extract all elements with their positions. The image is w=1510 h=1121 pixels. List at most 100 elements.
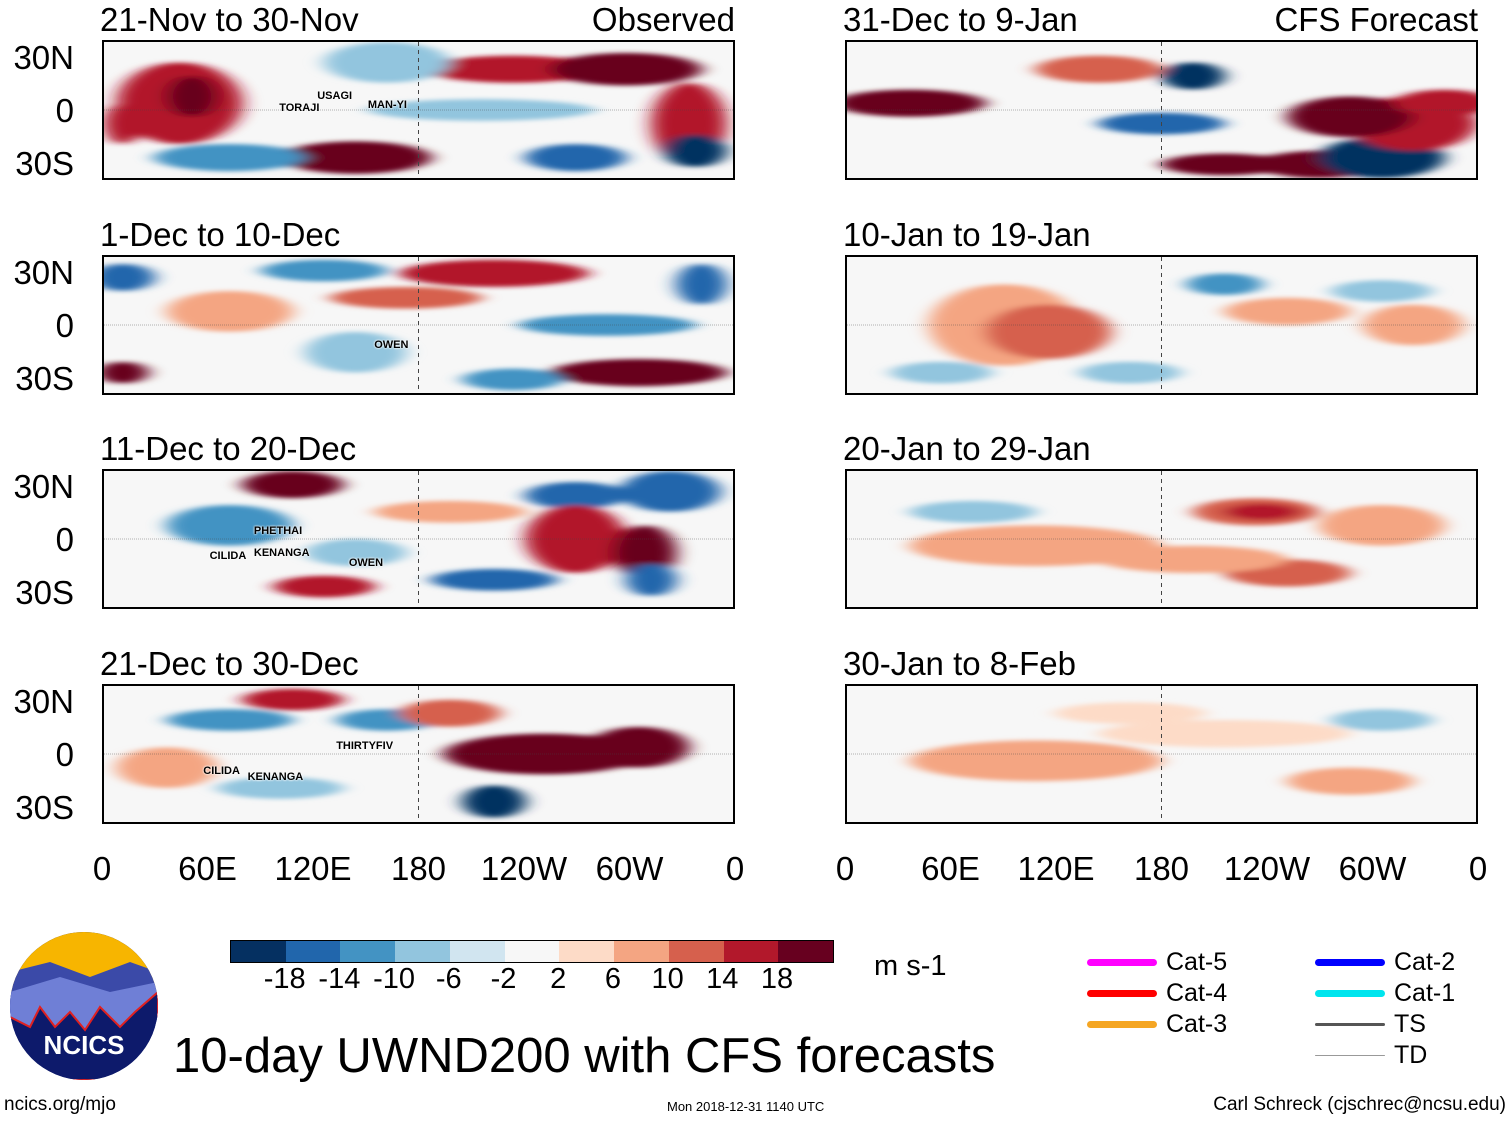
main-title: 10-day UWND200 with CFS forecasts — [173, 1029, 996, 1083]
legend-line-ts — [1315, 1022, 1385, 1026]
wind-anomaly-region — [116, 747, 218, 788]
lon-label: 0 — [1468, 850, 1488, 887]
wind-anomaly-region — [1161, 62, 1225, 90]
panel-title: 30-Jan to 8-Feb — [843, 645, 1076, 682]
wind-anomaly-region — [1287, 96, 1414, 138]
colorbar-swatch — [559, 941, 615, 962]
map-panel-left-3 — [102, 469, 735, 609]
ncics-logo: NCICS — [10, 932, 158, 1080]
wind-anomaly-region — [104, 263, 155, 291]
wind-anomaly-region — [104, 103, 142, 144]
storm-label: USAGI — [317, 90, 353, 103]
storm-label: OWEN — [348, 557, 384, 570]
lon-label: 120W — [480, 850, 568, 887]
footer-author: Carl Schreck (cjschrec@ncsu.edu) — [1213, 1094, 1506, 1115]
lon-label: 60W — [1338, 850, 1407, 887]
wind-anomaly-region — [154, 144, 306, 172]
wind-anomaly-region — [242, 688, 344, 711]
lat-label: 30N — [13, 39, 74, 76]
wind-anomaly-region — [166, 505, 293, 546]
lon-label: 180 — [390, 850, 447, 887]
wind-anomaly-region — [166, 291, 293, 332]
svg-text:NCICS: NCICS — [44, 1030, 125, 1060]
map-panel-right-1 — [845, 40, 1478, 180]
wind-anomaly-region — [305, 331, 406, 373]
wind-anomaly-region — [550, 359, 727, 387]
wind-anomaly-region — [588, 726, 689, 768]
lon-label: 0 — [92, 850, 112, 887]
lat-label: 30S — [15, 145, 74, 182]
wind-anomaly-region — [104, 361, 149, 384]
wind-anomaly-region — [242, 471, 344, 499]
lon-label: 120W — [1223, 850, 1311, 887]
wind-anomaly-region — [1079, 361, 1181, 384]
footer-timestamp: Mon 2018-12-31 1140 UTC — [667, 1099, 825, 1114]
colorbar-units: m s-1 — [874, 950, 947, 982]
footer-link[interactable]: ncics.org/mjo — [4, 1094, 116, 1115]
lon-label: 120E — [1017, 850, 1095, 887]
legend-line-cat-2 — [1315, 958, 1385, 966]
panel-title: 11-Dec to 20-Dec — [100, 430, 357, 467]
colorbar-swatch — [449, 941, 505, 962]
storm-label: KENANGA — [247, 770, 304, 783]
wind-anomaly-region — [1318, 505, 1445, 546]
lat-label: 0 — [55, 736, 74, 773]
wind-anomaly-region — [891, 361, 992, 384]
colorbar-swatch — [395, 941, 450, 962]
lon-label: 60E — [921, 850, 980, 887]
wind-anomaly-region — [1224, 297, 1351, 325]
colorbar-tick-label: 14 — [706, 963, 739, 995]
colorbar-swatch — [285, 941, 341, 962]
legend-line-cat-1 — [1315, 989, 1385, 997]
storm-label: OWEN — [374, 339, 409, 351]
wind-anomaly-region — [1098, 720, 1351, 748]
wind-anomaly-region — [1331, 280, 1432, 302]
wind-anomaly-region — [368, 99, 595, 121]
wind-anomaly-region — [909, 500, 1036, 523]
wind-anomaly-region — [424, 55, 601, 83]
map-panel-right-4 — [845, 684, 1478, 824]
wind-anomaly-region — [462, 368, 564, 391]
colorbar — [230, 940, 834, 963]
legend-label: Cat-4 — [1166, 979, 1228, 1007]
legend-label: Cat-1 — [1394, 979, 1456, 1007]
wind-anomaly-region — [166, 709, 293, 731]
colorbar-tick-label: 6 — [604, 963, 621, 995]
wind-anomaly-region — [619, 471, 721, 512]
legend-line-cat-3 — [1087, 1020, 1157, 1028]
colorbar-swatch — [231, 941, 286, 962]
storm-label: PHETHAI — [253, 525, 303, 537]
wind-anomaly-region — [166, 76, 218, 117]
colorbar-tick-label: -6 — [435, 963, 462, 995]
wind-anomaly-region — [399, 699, 501, 727]
map-panel-left-1 — [102, 40, 735, 180]
wind-anomaly-region — [399, 259, 589, 287]
wind-anomaly-region — [1054, 702, 1206, 725]
wind-anomaly-region — [431, 568, 557, 591]
forecast-label: CFS Forecast — [1274, 1, 1478, 38]
legend-label: Cat-2 — [1394, 948, 1456, 976]
storm-label: THIRTYFIV — [336, 740, 394, 752]
colorbar-tick-label: -2 — [490, 963, 517, 995]
colorbar-tick-label: -18 — [263, 963, 306, 995]
panel-title: 21-Dec to 30-Dec — [100, 645, 359, 682]
wind-anomaly-region — [519, 314, 696, 336]
legend-label: Cat-5 — [1166, 948, 1228, 976]
map-panel-right-3 — [845, 469, 1478, 609]
legend-line-td — [1315, 1054, 1385, 1056]
lon-label: 0 — [725, 850, 745, 887]
storm-label: TORAJI — [279, 101, 320, 114]
map-panel-right-2 — [845, 255, 1478, 395]
lat-label: 0 — [55, 307, 74, 344]
wind-anomaly-region — [305, 539, 406, 567]
wind-anomaly-region — [626, 563, 677, 597]
colorbar-tick-label: -10 — [373, 963, 416, 995]
wind-anomaly-region — [663, 134, 727, 168]
wind-anomaly-region — [525, 481, 627, 510]
wind-anomaly-region — [1186, 273, 1263, 296]
wind-anomaly-region — [525, 505, 627, 573]
wind-anomaly-region — [273, 575, 375, 598]
lat-label: 30S — [15, 360, 74, 397]
wind-anomaly-region — [1098, 545, 1288, 573]
wind-anomaly-region — [280, 141, 432, 174]
